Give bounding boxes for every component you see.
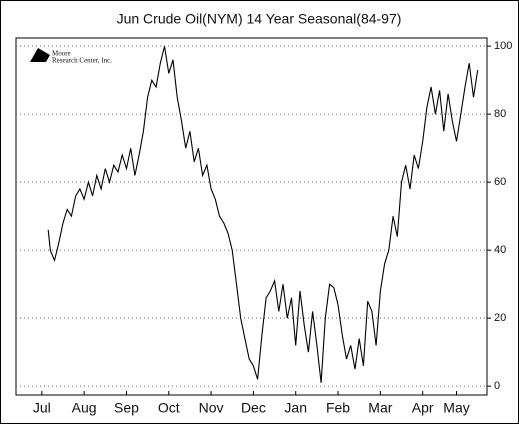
logo-text: Research Center, Inc. bbox=[52, 57, 112, 65]
x-tick-label: Dec bbox=[241, 400, 266, 416]
chart-title: Jun Crude Oil(NYM) 14 Year Seasonal(84-9… bbox=[117, 11, 402, 27]
x-tick-label: Nov bbox=[199, 400, 224, 416]
x-tick-label: Jul bbox=[33, 400, 51, 416]
x-tick-label: Aug bbox=[72, 400, 97, 416]
x-tick-label: Feb bbox=[326, 400, 350, 416]
y-tick-label: 20 bbox=[494, 312, 506, 324]
logo-text: Moore bbox=[52, 50, 71, 58]
y-tick-label: 0 bbox=[494, 380, 500, 392]
x-tick-label: Sep bbox=[114, 400, 139, 416]
plot-frame bbox=[15, 37, 488, 396]
y-tick-label: 40 bbox=[494, 244, 506, 256]
y-tick-label: 80 bbox=[494, 108, 506, 120]
x-tick-label: May bbox=[443, 400, 469, 416]
x-tick-label: Oct bbox=[158, 400, 180, 416]
y-tick-label: 60 bbox=[494, 176, 506, 188]
x-tick-label: Jan bbox=[284, 400, 307, 416]
data-line bbox=[47, 46, 479, 383]
logo-icon bbox=[30, 48, 50, 62]
y-tick-label: 100 bbox=[494, 40, 512, 52]
x-tick-label: Mar bbox=[368, 400, 392, 416]
x-tick-label: Apr bbox=[412, 400, 434, 416]
